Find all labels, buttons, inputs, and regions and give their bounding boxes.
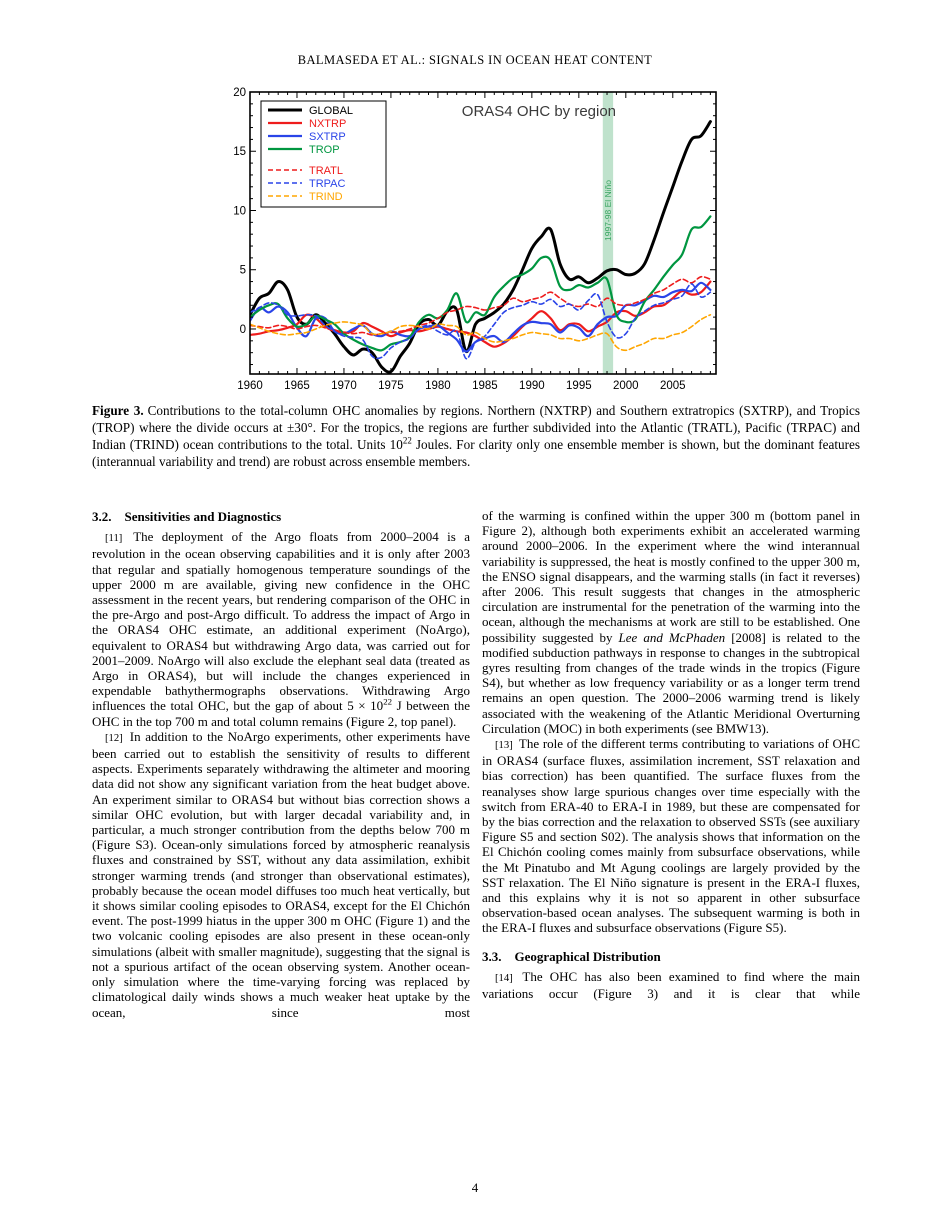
series-TRATL: [250, 275, 712, 336]
y-axis-labels: 0 5 10 15 20: [233, 87, 246, 336]
x-tick-label: 1995: [566, 380, 592, 392]
series-TROP: [250, 215, 712, 352]
paragraph: of the warming is confined within the up…: [482, 508, 860, 736]
text-segment: J between the OHC in the top 700 m and t…: [92, 698, 470, 729]
figure3-chart: 1997-98 El Niño 1960 1965 1970 1975 1980 1985 1…: [222, 86, 726, 398]
series-group: [250, 120, 712, 374]
el-nino-band: [602, 92, 614, 374]
text-segment: [2008] is related to the modified subduc…: [482, 629, 860, 736]
section-heading: 3.2. Sensitivities and Diagnostics: [92, 509, 470, 524]
legend-label-SXTRP: SXTRP: [309, 131, 346, 143]
paragraph: [13] The role of the different terms con…: [482, 736, 860, 936]
section-title: Geographical Distribution: [514, 948, 661, 964]
text-segment: Figure 3.: [92, 403, 144, 418]
text-segment: [13]: [495, 740, 516, 752]
y-tick-label: 0: [240, 324, 246, 336]
text-segment: In addition to the NoArgo experiments, o…: [92, 728, 470, 1020]
el-nino-band-label: 1997-98 El Niño: [603, 180, 613, 241]
legend-label-TRATL: TRATL: [309, 165, 343, 177]
text-segment: The OHC has also been examined to find w…: [482, 968, 861, 1002]
paragraph: [12] In addition to the NoArgo experimen…: [92, 729, 470, 1020]
text-segment: [12]: [105, 732, 127, 744]
legend-label-GLOBAL: GLOBAL: [309, 105, 353, 117]
section-heading: 3.3. Geographical Distribution: [482, 949, 860, 964]
x-tick-label: 1985: [472, 380, 498, 392]
x-tick-label: 1970: [331, 380, 357, 392]
y-tick-label: 5: [240, 265, 246, 277]
legend-box: [260, 100, 387, 208]
legend-label-TRPAC: TRPAC: [309, 178, 346, 190]
y-axis-ticks: [250, 103, 716, 366]
text-segment: The deployment of the Argo floats from 2…: [92, 529, 470, 714]
plot-border: [249, 91, 717, 375]
y-tick-label: 10: [233, 205, 246, 217]
body-columns: 3.2. Sensitivities and Diagnostics [11] Th…: [92, 508, 860, 1020]
section-number: 3.2.: [92, 509, 112, 524]
left-column: 3.2. Sensitivities and Diagnostics [11] Th…: [92, 508, 470, 1020]
x-tick-label: 1965: [284, 380, 310, 392]
x-tick-label: 1960: [237, 380, 263, 392]
series-TRIND: [250, 314, 712, 352]
series-TRPAC: [250, 283, 712, 360]
y-tick-label: 20: [233, 87, 246, 99]
section-title: Sensitivities and Diagnostics: [124, 509, 282, 524]
text-segment: Contributions to the total-column OHC an…: [92, 403, 860, 452]
section-number: 3.3.: [482, 948, 502, 964]
x-tick-label: 1980: [425, 380, 451, 392]
x-axis-ticks: [258, 92, 711, 374]
paragraph: [11] The deployment of the Argo floats f…: [92, 529, 470, 729]
text-segment: 22: [402, 435, 412, 446]
text-segment: Lee and McPhaden: [618, 629, 726, 645]
text-segment: 22: [383, 697, 393, 708]
text-segment: of the warming is confined within the up…: [482, 508, 860, 645]
chart-title: ORAS4 OHC by region: [462, 103, 616, 120]
running-head: BALMASEDA ET AL.: SIGNALS IN OCEAN HEAT …: [297, 53, 653, 67]
x-tick-label: 1975: [378, 380, 404, 392]
x-tick-label: 2005: [660, 380, 686, 392]
legend-label-TRIND: TRIND: [309, 191, 343, 203]
paragraph: [14] The OHC has also been examined to f…: [482, 969, 860, 1001]
page-number: 4: [471, 1180, 479, 1195]
text-segment: Joules. For clarity only one ensemble me…: [92, 437, 860, 469]
text-segment: [11]: [105, 533, 131, 545]
x-axis-labels: 1960 1965 1970 1975 1980 1985 1990 1995 2000 2005: [237, 380, 685, 392]
legend-label-NXTRP: NXTRP: [309, 118, 346, 130]
legend-label-TROP: TROP: [309, 144, 340, 156]
x-tick-label: 1990: [519, 380, 545, 392]
right-column: of the warming is confined within the up…: [482, 508, 860, 1020]
figure3-caption: Figure 3. Contributions to the total-colu…: [92, 402, 860, 470]
series-GLOBAL: [250, 120, 712, 374]
y-tick-label: 15: [233, 146, 246, 158]
text-segment: [14]: [495, 972, 520, 984]
text-segment: The role of the different terms contribu…: [482, 736, 860, 936]
x-tick-label: 2000: [613, 380, 639, 392]
